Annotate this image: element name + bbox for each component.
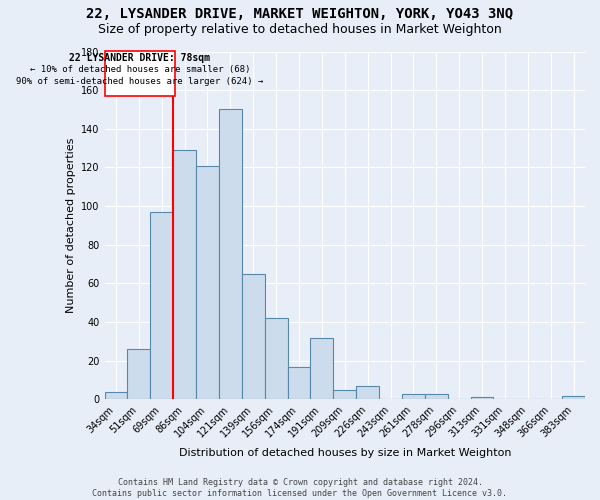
X-axis label: Distribution of detached houses by size in Market Weighton: Distribution of detached houses by size … [179, 448, 511, 458]
Bar [104, 52, 175, 96]
Bar [104, 392, 127, 400]
Bar [425, 394, 448, 400]
Bar [173, 150, 196, 400]
Text: 22, LYSANDER DRIVE, MARKET WEIGHTON, YORK, YO43 3NQ: 22, LYSANDER DRIVE, MARKET WEIGHTON, YOR… [86, 8, 514, 22]
Text: 90% of semi-detached houses are larger (624) →: 90% of semi-detached houses are larger (… [16, 76, 263, 86]
Bar [356, 386, 379, 400]
Bar [310, 338, 334, 400]
Bar [470, 398, 493, 400]
Bar [150, 212, 173, 400]
Bar [127, 349, 150, 400]
Bar [287, 366, 310, 400]
Text: Size of property relative to detached houses in Market Weighton: Size of property relative to detached ho… [98, 22, 502, 36]
Bar [334, 390, 356, 400]
Bar [242, 274, 265, 400]
Bar [402, 394, 425, 400]
Y-axis label: Number of detached properties: Number of detached properties [65, 138, 76, 313]
Bar [196, 166, 219, 400]
Text: ← 10% of detached houses are smaller (68): ← 10% of detached houses are smaller (68… [29, 65, 250, 74]
Bar [265, 318, 287, 400]
Bar [562, 396, 585, 400]
Bar [219, 110, 242, 400]
Text: 22 LYSANDER DRIVE: 78sqm: 22 LYSANDER DRIVE: 78sqm [69, 54, 210, 64]
Text: Contains HM Land Registry data © Crown copyright and database right 2024.
Contai: Contains HM Land Registry data © Crown c… [92, 478, 508, 498]
